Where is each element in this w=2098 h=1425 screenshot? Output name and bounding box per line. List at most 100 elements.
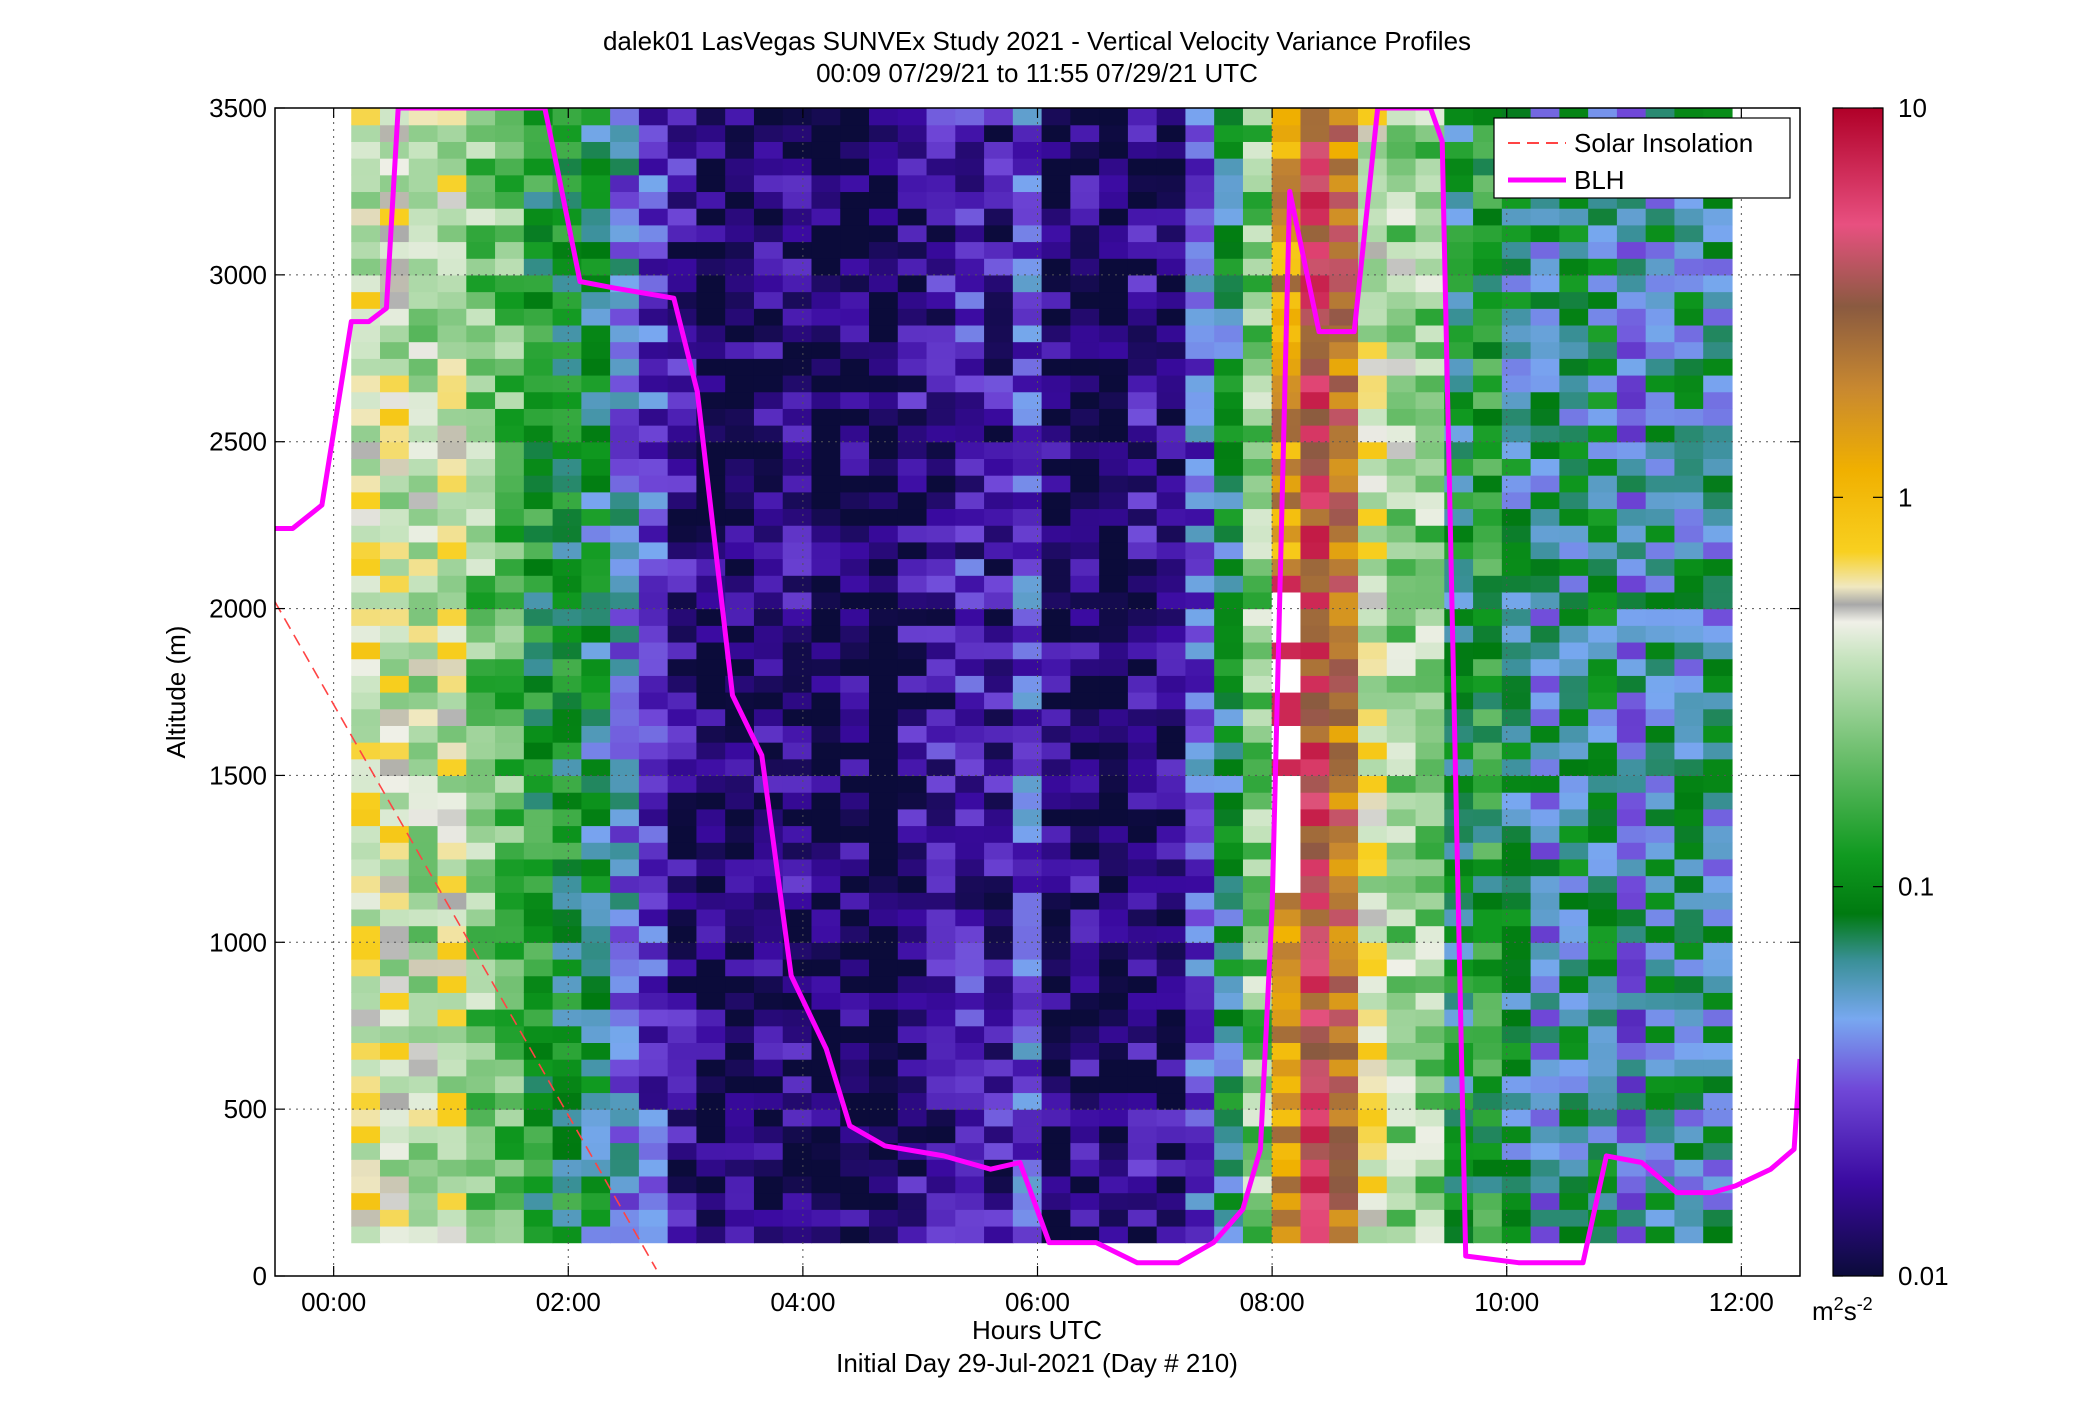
heatmap-cell [1386,892,1417,910]
heatmap-cell [696,1225,726,1244]
heatmap-cell [1070,908,1100,927]
heatmap-cell [1156,1075,1187,1094]
heatmap-cell [955,842,985,860]
heatmap-cell [1070,675,1100,693]
heatmap-cell [1559,1159,1589,1177]
heatmap-cell [1444,241,1474,259]
blh-line [275,108,1800,1266]
heatmap-cell [984,1025,1014,1043]
heatmap-cell [495,808,525,827]
heatmap-cell [1127,742,1158,760]
heatmap-cell [466,508,496,526]
heatmap-cell [1156,358,1187,376]
heatmap-cell [1473,575,1503,593]
heatmap-cell [840,108,870,126]
heatmap-cell [1358,274,1388,293]
heatmap-cell [696,108,726,126]
heatmap-cell [1559,308,1589,326]
heatmap-cell [1415,792,1445,810]
heatmap-cell [696,1192,726,1210]
heatmap-cell [466,625,496,643]
heatmap-cell [1242,508,1273,526]
heatmap-cell [581,825,611,843]
heatmap-cell [1473,925,1503,943]
heatmap-cell [811,792,841,810]
heatmap-cell [897,792,928,810]
heatmap-cell [753,591,784,610]
heatmap-cell [1473,425,1503,443]
heatmap-cell [753,508,784,526]
heatmap-cell [1041,708,1071,726]
heatmap-cell [1041,1159,1071,1177]
heatmap-cell [926,625,956,643]
heatmap-cell [1099,1142,1129,1160]
heatmap-cell [1415,825,1445,843]
heatmap-cell [782,324,813,343]
heatmap-cell [1041,808,1071,827]
heatmap-cell [1156,491,1187,510]
heatmap-cell [840,692,870,710]
heatmap-cell [638,725,669,743]
heatmap-cell [1674,1225,1704,1244]
heatmap-cell [1473,558,1503,576]
heatmap-cell [638,992,669,1010]
heatmap-cell [638,391,669,409]
legend-box [1493,117,1791,199]
heatmap-cell [552,675,582,693]
heatmap-cell [1271,108,1302,126]
heatmap-cell [1070,558,1100,576]
heatmap-cell [667,158,698,176]
heatmap-cell [1473,808,1503,827]
heatmap-cell [610,742,640,760]
heatmap-cell [1156,241,1187,259]
x-tick-label: 08:00 [1240,1287,1305,1317]
heatmap-cell [1559,692,1589,710]
heatmap-cell [1242,108,1273,126]
heatmap-cell [408,925,439,943]
heatmap-cell [466,1109,496,1127]
heatmap-cell [1329,108,1359,126]
heatmap-cell [869,308,899,326]
heatmap-cell [897,291,928,309]
heatmap-cell [1645,1125,1676,1144]
heatmap-cell [1645,608,1676,626]
heatmap-cell [667,1042,698,1060]
heatmap-cell [1185,708,1215,726]
heatmap-cell [408,1142,439,1160]
heatmap-cell [984,875,1014,893]
heatmap-cell [782,742,813,760]
heatmap-cell [1530,1175,1560,1194]
heatmap-cell [696,725,726,743]
heatmap-cell [1703,308,1733,326]
heatmap-cell [1070,1159,1100,1177]
heatmap-cell [523,408,554,426]
heatmap-cell [1156,525,1187,543]
heatmap-cell [552,908,582,927]
heatmap-cell [1530,258,1560,276]
heatmap-cell [1242,308,1273,326]
heatmap-cell [1242,942,1273,960]
heatmap-cell [552,842,582,860]
heatmap-cell [984,274,1014,293]
heatmap-cell [696,692,726,710]
heatmap-cell [1674,675,1704,693]
heatmap-cell [753,308,784,326]
heatmap-cell [1703,1025,1733,1043]
x-tick-label: 00:00 [301,1287,366,1317]
heatmap-cell [1271,1225,1302,1244]
heatmap-cell [753,525,784,543]
heatmap-cell [1559,925,1589,943]
heatmap-cell [437,641,467,660]
heatmap-cell [1386,308,1417,326]
heatmap-cell [1616,408,1647,426]
heatmap-cell [811,842,841,860]
heatmap-cell [1444,641,1474,660]
heatmap-cell [1070,808,1100,827]
heatmap-cell [1444,291,1474,309]
heatmap-cell [495,591,525,610]
colorbar-gradient [1832,107,1884,1277]
heatmap-cell [581,692,611,710]
heatmap-cell [1444,625,1474,643]
heatmap-cell [897,491,928,510]
heatmap-cell [1041,274,1071,293]
